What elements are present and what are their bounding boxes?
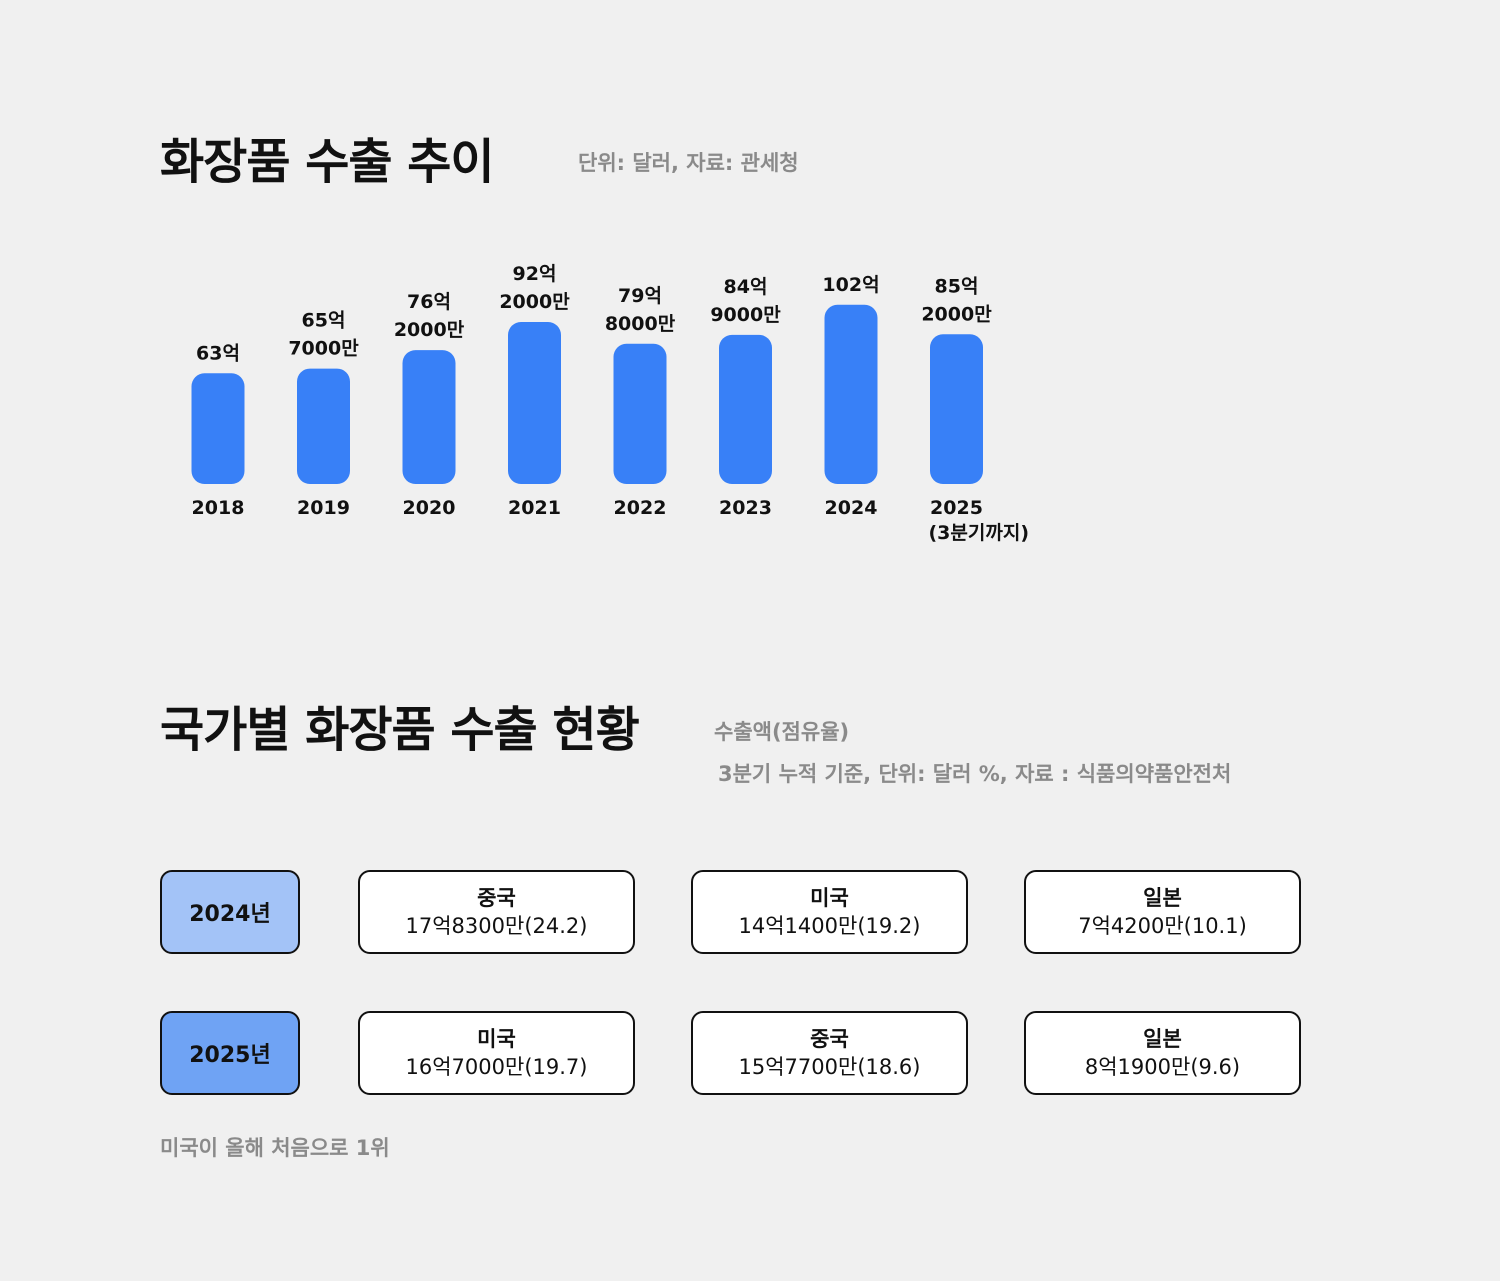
- x-tick-label: 2018: [192, 497, 245, 519]
- bar-2020: [402, 350, 456, 484]
- bar-value-label: 2000만: [499, 291, 570, 313]
- year-label-2024: 2024년: [160, 870, 300, 954]
- country-note-measure: 수출액(점유율): [714, 720, 850, 744]
- bar-value-label: 63억: [196, 342, 240, 364]
- bar-value-label: 8000만: [605, 313, 676, 335]
- bar-value-label: 85억: [935, 275, 979, 297]
- x-tick-label: 2023: [719, 497, 772, 519]
- year-label-text: 2024년: [189, 902, 271, 927]
- country-export-value: 7억4200만(10.1): [1078, 914, 1247, 938]
- country-export-value: 8억1900만(9.6): [1084, 1055, 1241, 1079]
- footnote: 미국이 올해 처음으로 1위: [160, 1136, 390, 1160]
- country-card: 미국 16억7000만(19.7): [358, 1011, 635, 1095]
- bar-2021: [508, 322, 561, 484]
- country-name: 미국: [810, 886, 849, 910]
- country-export-value: 14억1400만(19.2): [738, 914, 921, 938]
- country-card: 중국 17억8300만(24.2): [358, 870, 635, 954]
- country-name: 일본: [1143, 1027, 1182, 1051]
- bar-value-label: 65억: [302, 310, 346, 332]
- year-label-2025: 2025년: [160, 1011, 300, 1095]
- x-tick-label: 2021: [508, 497, 561, 519]
- country-export-value: 15억7700만(18.6): [738, 1055, 921, 1079]
- country-name: 일본: [1143, 886, 1182, 910]
- bar-value-label: 102억: [822, 274, 879, 296]
- trend-source-note: 단위: 달러, 자료: 관세청: [578, 151, 799, 175]
- x-tick-label: 2022: [614, 497, 667, 519]
- trend-title: 화장품 수출 추이: [160, 134, 495, 190]
- bar-2018: [191, 373, 245, 484]
- x-tick-label: 2025: [930, 497, 983, 519]
- x-tick-label: 2024: [825, 497, 878, 519]
- bar-value-label: 7000만: [288, 338, 359, 360]
- bar-value-label: 9000만: [710, 304, 781, 326]
- year-label-text: 2025년: [189, 1043, 271, 1068]
- bar-value-label: 84억: [724, 276, 768, 298]
- export-trend-bar-chart: 63억 2018 65억 7000만 2019 76억 2000만 2020 92억 2000만 2…: [191, 263, 1030, 544]
- country-name: 중국: [477, 886, 516, 910]
- bar-value-label: 76억: [407, 291, 451, 313]
- bar-2024: [824, 304, 878, 484]
- country-card: 미국 14억1400만(19.2): [691, 870, 968, 954]
- country-card: 일본 8억1900만(9.6): [1024, 1011, 1301, 1095]
- country-card: 일본 7억4200만(10.1): [1024, 870, 1301, 954]
- bar-2023: [719, 334, 772, 484]
- bar-2022: [613, 343, 667, 484]
- bar-2025: [930, 334, 983, 484]
- country-export-value: 16억7000만(19.7): [405, 1055, 588, 1079]
- x-tick-label: 2020: [403, 497, 456, 519]
- country-title: 국가별 화장품 수출 현황: [160, 702, 640, 758]
- country-name: 중국: [810, 1027, 849, 1051]
- x-tick-sublabel: (3분기까지): [929, 522, 1030, 544]
- bar-2019: [297, 368, 350, 484]
- bar-value-label: 2000만: [394, 319, 465, 341]
- bar-value-label: 79억: [618, 285, 662, 307]
- country-card: 중국 15억7700만(18.6): [691, 1011, 968, 1095]
- country-name: 미국: [477, 1027, 516, 1051]
- bar-value-label: 92억: [513, 263, 557, 285]
- x-tick-label: 2019: [297, 497, 350, 519]
- bar-value-label: 2000만: [921, 303, 992, 325]
- country-export-value: 17억8300만(24.2): [405, 914, 588, 938]
- country-note-source: 3분기 누적 기준, 단위: 달러 %, 자료 : 식품의약품안전처: [718, 762, 1232, 786]
